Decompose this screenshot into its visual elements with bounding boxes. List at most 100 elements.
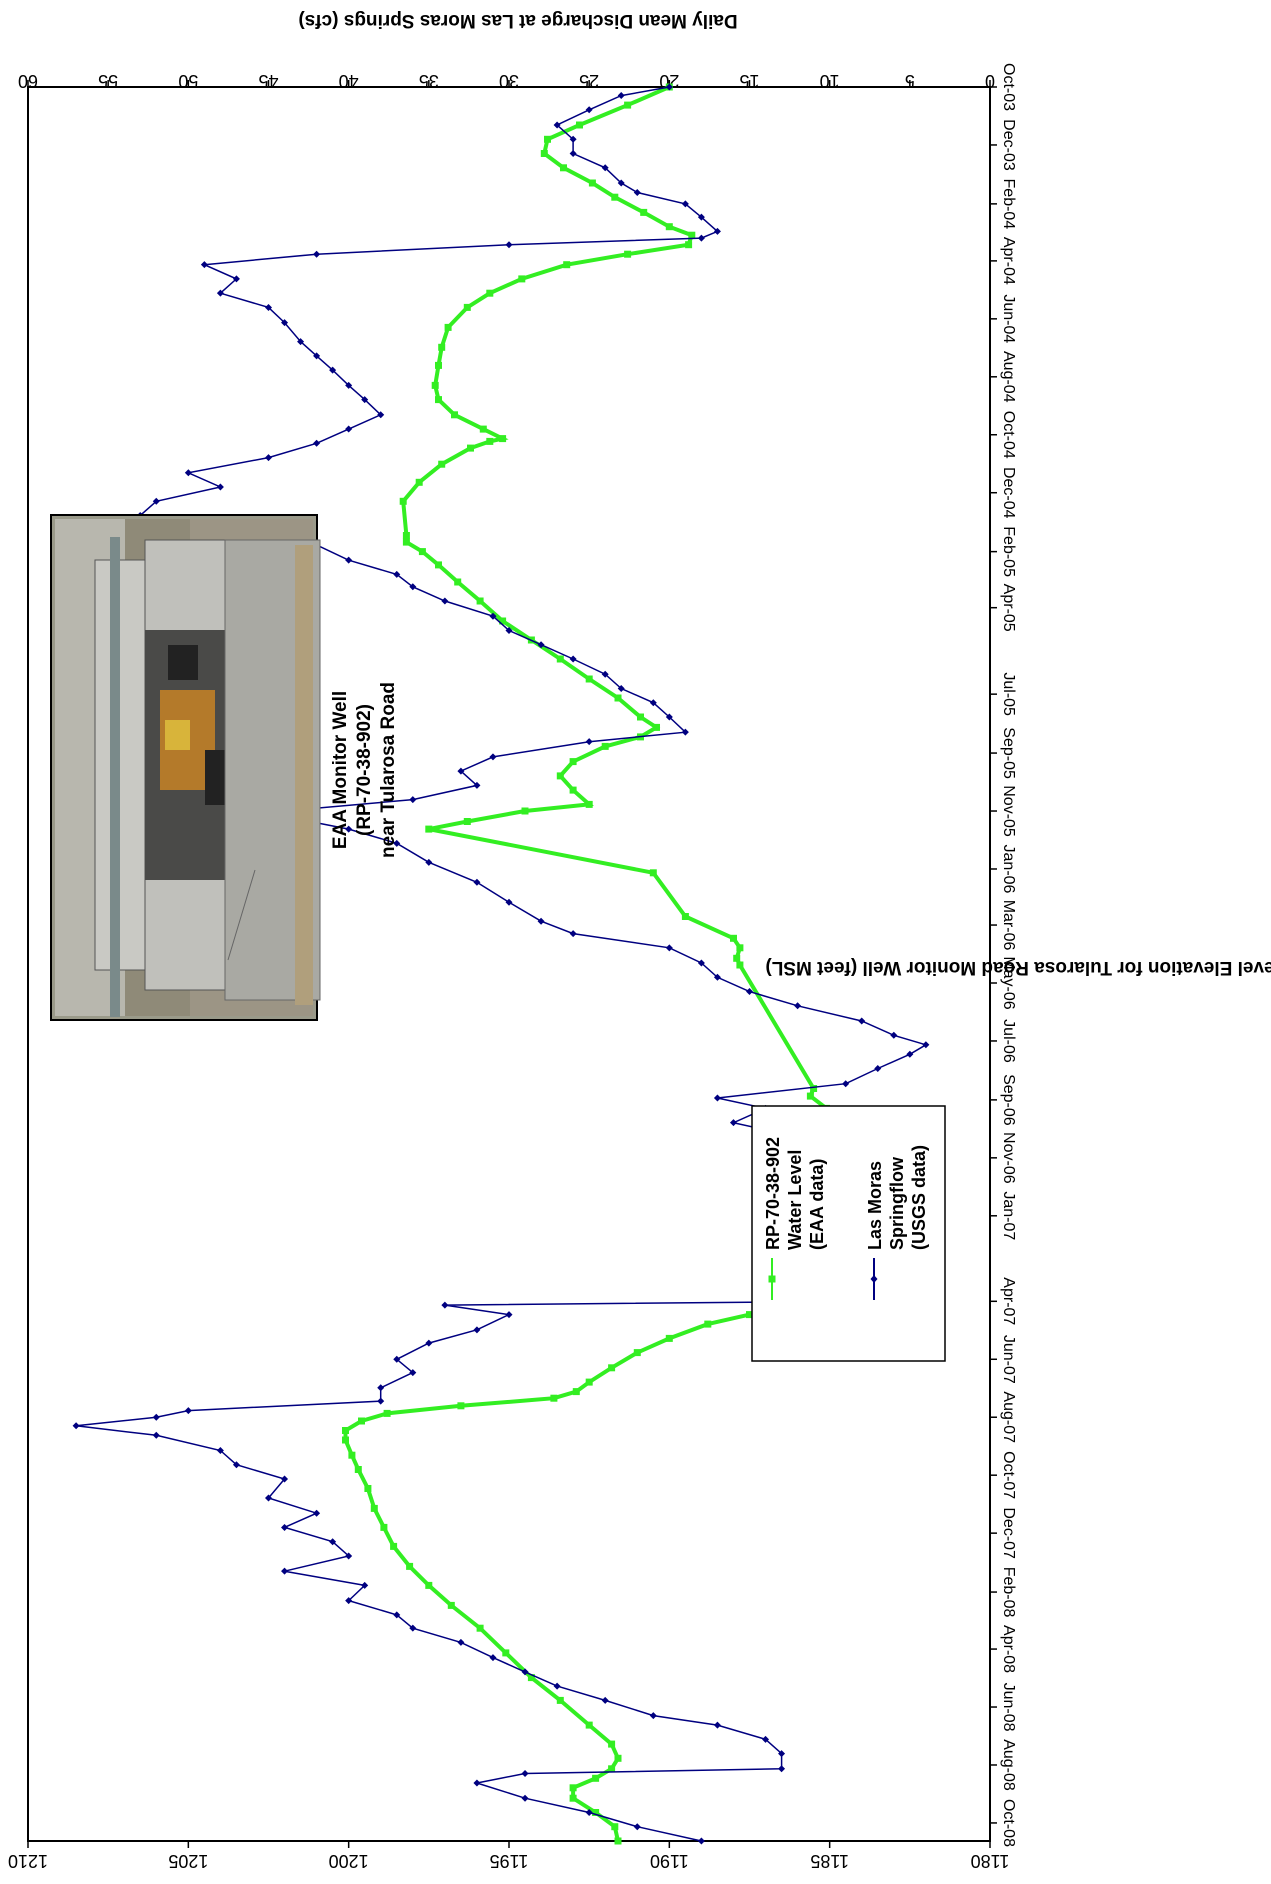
data-point bbox=[216, 483, 224, 491]
data-point bbox=[537, 917, 545, 925]
data-point bbox=[409, 796, 417, 804]
data-point bbox=[345, 381, 353, 389]
legend-marker-springflow bbox=[870, 1275, 878, 1283]
y-right-tick-label: 20 bbox=[659, 71, 679, 91]
data-point bbox=[794, 1002, 802, 1010]
data-point bbox=[585, 106, 593, 114]
y-left-tick-label: 1180 bbox=[971, 1851, 1010, 1871]
caption-line-2: (RP-70-38-902) bbox=[354, 704, 375, 836]
data-point bbox=[713, 227, 721, 235]
y-left-axis-title: Water-Level Elevation for Tularosa Road … bbox=[765, 957, 1271, 978]
data-point bbox=[489, 1654, 497, 1662]
data-point bbox=[361, 1581, 369, 1589]
data-point bbox=[521, 1794, 529, 1802]
x-tick-label: Oct-08 bbox=[1000, 1799, 1017, 1847]
x-tick-label: Apr-05 bbox=[1000, 584, 1017, 632]
legend-label-s2-line2: Springflow bbox=[887, 1156, 907, 1250]
x-tick-label: Feb-05 bbox=[1000, 526, 1017, 577]
data-point bbox=[409, 1369, 417, 1377]
x-tick-label: Jul-06 bbox=[1000, 1019, 1017, 1063]
data-point bbox=[457, 1638, 465, 1646]
data-point bbox=[505, 241, 513, 249]
data-point bbox=[906, 1050, 914, 1058]
legend-label-s2-line3: (USGS data) bbox=[909, 1145, 929, 1250]
data-point bbox=[842, 1080, 850, 1088]
x-tick-label: Aug-04 bbox=[1000, 351, 1017, 403]
data-point bbox=[281, 1475, 289, 1483]
x-tick-label: Jan-07 bbox=[1000, 1191, 1017, 1240]
data-point bbox=[184, 1407, 192, 1415]
x-tick-label: Mar-06 bbox=[1000, 900, 1017, 951]
y-right-tick-label: 50 bbox=[178, 71, 198, 91]
data-point bbox=[377, 411, 385, 419]
data-point bbox=[329, 366, 337, 374]
data-point bbox=[521, 1770, 529, 1778]
data-point bbox=[232, 275, 240, 283]
data-point bbox=[200, 261, 208, 269]
data-point bbox=[281, 319, 289, 327]
data-point bbox=[601, 164, 609, 172]
data-point bbox=[874, 1065, 882, 1073]
data-point bbox=[697, 234, 705, 242]
y-right-tick-label: 10 bbox=[820, 71, 840, 91]
x-tick-label: Apr-07 bbox=[1000, 1277, 1017, 1325]
y-right-tick-label: 5 bbox=[905, 71, 915, 91]
data-point bbox=[265, 1494, 272, 1502]
data-point bbox=[922, 1041, 930, 1049]
data-point bbox=[393, 1611, 401, 1619]
data-point bbox=[649, 1712, 657, 1720]
legend-label-s1-line2: Water Level bbox=[785, 1150, 805, 1250]
data-point bbox=[393, 839, 401, 847]
y-right-tick-label: 45 bbox=[258, 71, 278, 91]
data-point bbox=[473, 781, 481, 789]
series-layer bbox=[72, 83, 930, 1845]
data-point bbox=[377, 1384, 385, 1392]
legend-label-s1-line3: (EAA data) bbox=[807, 1159, 827, 1250]
data-point bbox=[152, 497, 160, 505]
y-left-tick-label: 1195 bbox=[490, 1851, 529, 1871]
x-tick-label: Jun-04 bbox=[1000, 294, 1017, 343]
data-point bbox=[553, 1682, 561, 1690]
data-point bbox=[585, 1808, 593, 1816]
x-tick-label: Jun-08 bbox=[1000, 1683, 1017, 1732]
data-point bbox=[778, 1750, 786, 1758]
data-point bbox=[441, 597, 449, 605]
x-tick-label: Nov-06 bbox=[1000, 1132, 1017, 1184]
data-point bbox=[681, 200, 689, 208]
data-point bbox=[281, 1567, 289, 1575]
data-point bbox=[345, 1597, 353, 1605]
data-point bbox=[265, 454, 272, 462]
x-tick-label: Dec-07 bbox=[1000, 1507, 1017, 1559]
x-tick-label: Dec-03 bbox=[1000, 119, 1017, 171]
data-point bbox=[569, 930, 577, 938]
data-point bbox=[697, 213, 705, 221]
data-point bbox=[425, 858, 433, 866]
data-point bbox=[633, 188, 641, 196]
data-point bbox=[713, 1094, 721, 1102]
y-left-tick-label: 1190 bbox=[650, 1851, 689, 1871]
data-point bbox=[473, 878, 481, 886]
x-tick-label: Jan-06 bbox=[1000, 845, 1017, 894]
y-right-tick-label: 60 bbox=[18, 71, 38, 91]
x-tick-label: Feb-08 bbox=[1000, 1567, 1017, 1618]
data-point bbox=[569, 150, 577, 158]
y-right-tick-label: 15 bbox=[739, 71, 759, 91]
data-point bbox=[313, 352, 321, 360]
data-point bbox=[601, 670, 609, 678]
data-point bbox=[425, 1339, 433, 1347]
data-point bbox=[313, 250, 321, 258]
data-point bbox=[697, 1837, 705, 1845]
data-point bbox=[778, 1765, 786, 1773]
data-point bbox=[505, 1311, 513, 1319]
data-point bbox=[746, 988, 753, 996]
data-point bbox=[345, 825, 353, 833]
x-tick-label: Dec-04 bbox=[1000, 467, 1017, 519]
data-point bbox=[345, 425, 353, 433]
data-point bbox=[184, 469, 192, 477]
data-point bbox=[329, 1538, 337, 1546]
data-point bbox=[152, 1431, 160, 1439]
x-tick-label: Aug-07 bbox=[1000, 1391, 1017, 1443]
data-point bbox=[697, 959, 705, 967]
